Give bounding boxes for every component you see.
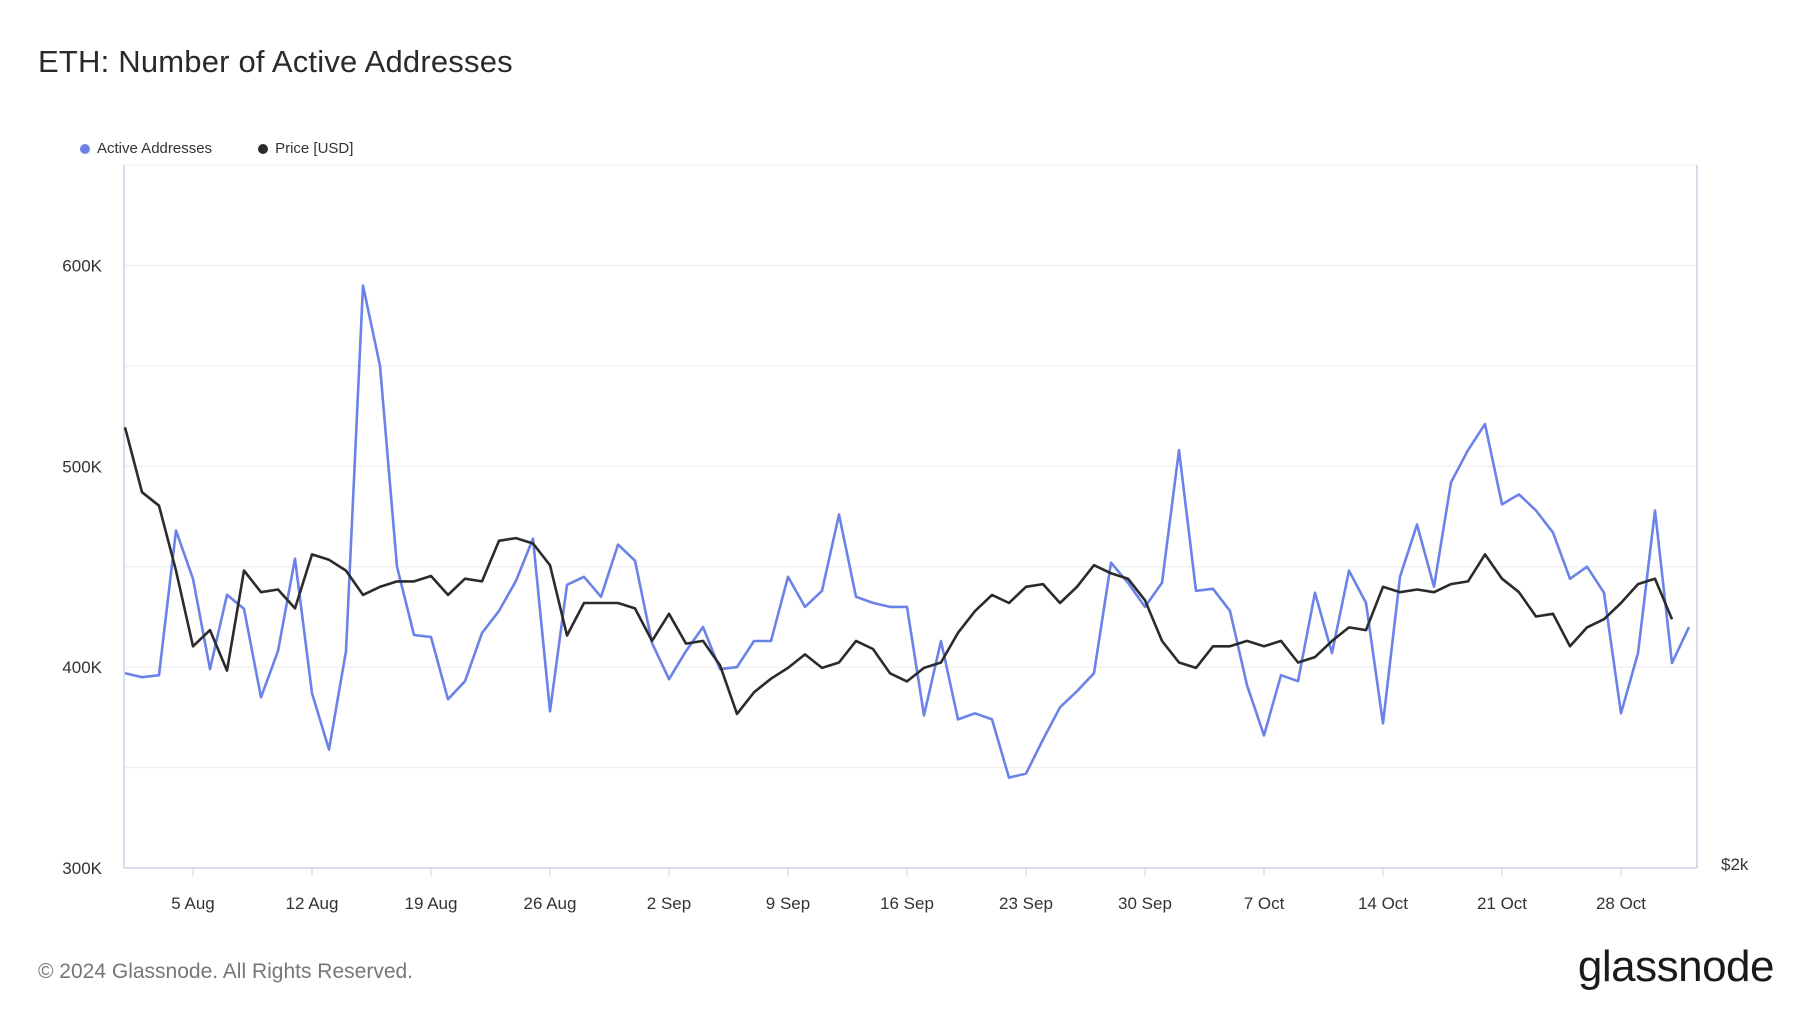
x-tick-label: 23 Sep <box>999 894 1053 913</box>
y-tick-label: 300K <box>62 859 102 878</box>
x-tick-label: 26 Aug <box>524 894 577 913</box>
y-tick-label: 500K <box>62 457 102 476</box>
series-line-active-addresses <box>124 284 1691 779</box>
x-tick-label: 16 Sep <box>880 894 934 913</box>
x-tick-label: 14 Oct <box>1358 894 1408 913</box>
legend-dot-active-addresses <box>80 143 90 154</box>
x-tick-label: 28 Oct <box>1596 894 1646 913</box>
y-tick-label: 400K <box>62 658 102 677</box>
x-tick-label: 12 Aug <box>286 894 339 913</box>
x-tick-label: 21 Oct <box>1477 894 1527 913</box>
legend-item-price[interactable]: Price [USD] <box>258 140 353 157</box>
y-tick-label: 600K <box>62 256 102 275</box>
y-right-tick-label: $2k <box>1721 855 1749 874</box>
x-tick-label: 2 Sep <box>647 894 691 913</box>
legend-label-price: Price [USD] <box>275 140 354 157</box>
legend: Active Addresses Price [USD] <box>80 140 353 157</box>
x-tick-label: 30 Sep <box>1118 894 1172 913</box>
series-line-price <box>123 426 1674 716</box>
legend-item-active-addresses[interactable]: Active Addresses <box>80 140 212 157</box>
x-tick-label: 9 Sep <box>766 894 810 913</box>
legend-dot-price <box>258 143 269 154</box>
x-tick-label: 19 Aug <box>405 894 458 913</box>
x-tick-label: 7 Oct <box>1244 894 1285 913</box>
copyright-text: © 2024 Glassnode. All Rights Reserved. <box>38 960 414 983</box>
chart-title: ETH: Number of Active Addresses <box>38 44 513 79</box>
legend-label-active-addresses: Active Addresses <box>97 140 213 157</box>
x-tick-label: 5 Aug <box>171 894 215 913</box>
glassnode-logo: glassnode <box>1577 942 1775 991</box>
